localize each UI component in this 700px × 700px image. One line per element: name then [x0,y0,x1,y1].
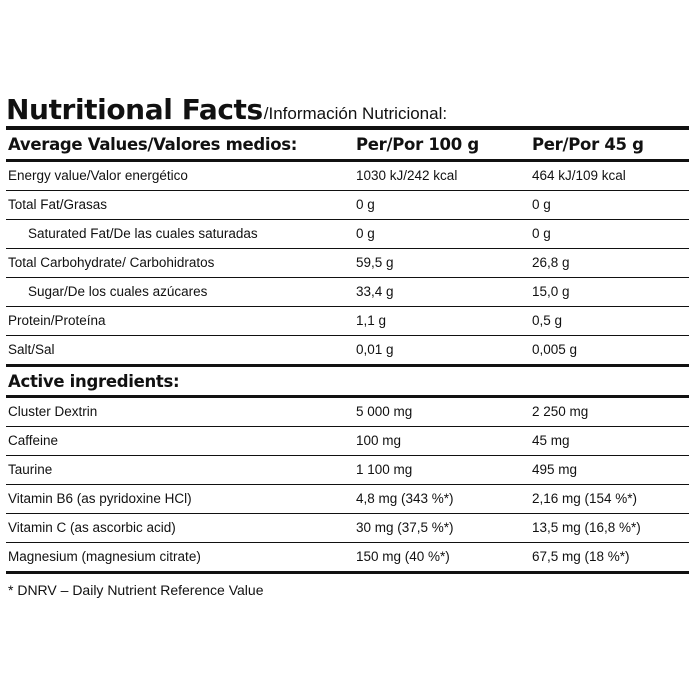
active-ingredients-heading: Active ingredients: [8,372,180,391]
title-main: Nutritional Facts [6,93,263,126]
row-per-100g: 33,4 g [356,284,394,299]
title-sub: /Información Nutricional: [263,104,448,123]
table-row: Taurine 1 100 mg 495 mg [6,456,689,484]
header-average-values: Average Values/Valores medios: [8,135,298,154]
row-per-45g: 0 g [532,226,551,241]
table-row: Cluster Dextrin 5 000 mg 2 250 mg [6,398,689,426]
row-divider [6,248,689,249]
row-label: Total Fat/Grasas [8,197,108,212]
row-per-100g: 1,1 g [356,313,387,328]
title-rule [6,126,689,130]
row-per-45g: 0,5 g [532,313,563,328]
row-divider [6,219,689,220]
row-per-100g: 0 g [356,226,375,241]
row-divider [6,455,689,456]
row-label: Cluster Dextrin [8,404,98,419]
row-per-100g: 30 mg (37,5 %*) [356,520,454,535]
row-per-45g: 0 g [532,197,551,212]
row-label: Total Carbohydrate/ Carbohidratos [8,255,215,270]
section-rule [6,395,689,398]
table-row: Magnesium (magnesium citrate) 150 mg (40… [6,543,689,571]
row-divider [6,306,689,307]
row-label: Taurine [8,462,53,477]
row-per-45g: 45 mg [532,433,570,448]
row-per-45g: 13,5 mg (16,8 %*) [532,520,641,535]
table-row: Total Fat/Grasas 0 g 0 g [6,191,689,219]
row-per-100g: 4,8 mg (343 %*) [356,491,454,506]
row-divider [6,190,689,191]
section-rule [6,364,689,367]
row-label: Protein/Proteína [8,313,106,328]
row-divider [6,484,689,485]
header-per-100g: Per/Por 100 g [356,135,479,154]
bottom-rule [6,571,689,574]
column-header-row: Average Values/Valores medios: Per/Por 1… [6,130,689,159]
row-per-45g: 0,005 g [532,342,578,357]
row-per-45g: 2 250 mg [532,404,589,419]
row-divider [6,335,689,336]
row-per-45g: 26,8 g [532,255,570,270]
table-row: Saturated Fat/De las cuales saturadas 0 … [6,220,689,248]
row-label: Sugar/De los cuales azúcares [28,284,208,299]
row-per-100g: 1 100 mg [356,462,413,477]
table-row: Total Carbohydrate/ Carbohidratos 59,5 g… [6,249,689,277]
row-label: Saturated Fat/De las cuales saturadas [28,226,258,241]
row-divider [6,426,689,427]
row-label: Salt/Sal [8,342,55,357]
table-row: Sugar/De los cuales azúcares 33,4 g 15,0… [6,278,689,306]
header-rule [6,159,689,162]
header-per-45g: Per/Por 45 g [532,135,644,154]
row-divider [6,277,689,278]
table-row: Caffeine 100 mg 45 mg [6,427,689,455]
table-row: Vitamin B6 (as pyridoxine HCl) 4,8 mg (3… [6,485,689,513]
table-row: Energy value/Valor energético 1030 kJ/24… [6,162,689,190]
row-per-100g: 100 mg [356,433,402,448]
footnote: * DNRV – Daily Nutrient Reference Value [8,582,264,598]
row-per-45g: 67,5 mg (18 %*) [532,549,630,564]
row-per-100g: 0 g [356,197,375,212]
title-line: Nutritional Facts/Información Nutriciona… [6,94,689,126]
row-label: Vitamin B6 (as pyridoxine HCl) [8,491,192,506]
row-per-45g: 464 kJ/109 kcal [532,168,626,183]
row-per-45g: 15,0 g [532,284,570,299]
table-row: Vitamin C (as ascorbic acid) 30 mg (37,5… [6,514,689,542]
nutrition-facts-panel: Nutritional Facts/Información Nutriciona… [6,94,689,574]
row-per-100g: 5 000 mg [356,404,413,419]
active-ingredients-heading-row: Active ingredients: [6,367,689,395]
table-row: Salt/Sal 0,01 g 0,005 g [6,336,689,364]
row-divider [6,542,689,543]
row-divider [6,513,689,514]
row-label: Magnesium (magnesium citrate) [8,549,201,564]
row-per-100g: 0,01 g [356,342,394,357]
row-per-45g: 495 mg [532,462,578,477]
row-label: Vitamin C (as ascorbic acid) [8,520,176,535]
row-per-100g: 150 mg (40 %*) [356,549,450,564]
row-per-45g: 2,16 mg (154 %*) [532,491,638,506]
row-label: Energy value/Valor energético [8,168,188,183]
row-per-100g: 59,5 g [356,255,394,270]
row-per-100g: 1030 kJ/242 kcal [356,168,458,183]
row-label: Caffeine [8,433,59,448]
table-row: Protein/Proteína 1,1 g 0,5 g [6,307,689,335]
